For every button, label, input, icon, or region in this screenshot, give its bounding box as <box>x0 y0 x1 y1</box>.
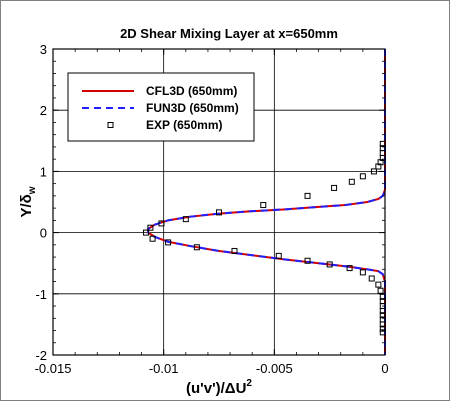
x-tick-label: -0.015 <box>35 361 72 376</box>
y-tick-label: -1 <box>35 287 47 302</box>
y-tick-label: 3 <box>40 42 47 57</box>
axis-ticks: -0.015 -0.01 -0.005 0 -2 -1 0 1 2 3 <box>35 42 389 376</box>
exp-marker <box>142 229 149 236</box>
chart-title: 2D Shear Mixing Layer at x=650mm <box>120 26 338 41</box>
y-tick-label: -2 <box>35 348 47 363</box>
exp-marker <box>182 216 189 223</box>
exp-marker <box>216 209 222 216</box>
series-exp <box>142 140 386 336</box>
exp-marker <box>359 173 366 180</box>
x-tick-label: -0.01 <box>149 361 179 376</box>
exp-marker <box>149 235 156 242</box>
legend-label: CFL3D (650mm) <box>146 84 237 98</box>
x-tick-label: 0 <box>381 361 388 376</box>
plot-frame <box>52 48 386 356</box>
exp-marker <box>304 192 311 199</box>
legend-marker <box>107 122 114 128</box>
y-tick-label: 2 <box>40 103 47 118</box>
exp-marker <box>260 202 267 209</box>
exp-marker <box>326 261 333 268</box>
exp-marker <box>359 269 366 276</box>
exp-marker <box>375 163 382 170</box>
exp-marker <box>370 168 377 175</box>
exp-marker <box>147 224 154 231</box>
legend: CFL3D (650mm) FUN3D (650mm) EXP (650mm) <box>67 72 255 142</box>
exp-marker <box>377 287 384 294</box>
exp-marker <box>193 244 200 251</box>
exp-marker <box>348 178 355 185</box>
exp-marker <box>346 265 353 272</box>
exp-marker <box>304 257 311 264</box>
exp-marker <box>375 281 382 288</box>
y-tick-label: 1 <box>40 164 47 179</box>
y-tick-label: 0 <box>40 226 47 241</box>
x-axis-label: (u'v')/ΔU2 <box>186 378 252 397</box>
y-axis-label: Y/δw <box>18 186 38 217</box>
exp-marker <box>231 247 238 254</box>
exp-marker <box>165 239 172 246</box>
exp-marker <box>158 220 165 227</box>
legend-label: EXP (650mm) <box>146 118 222 132</box>
legend-label: FUN3D (650mm) <box>146 101 239 115</box>
exp-marker <box>331 184 338 191</box>
exp-marker <box>275 252 282 259</box>
x-tick-label: -0.005 <box>256 361 293 376</box>
exp-marker <box>368 275 375 282</box>
